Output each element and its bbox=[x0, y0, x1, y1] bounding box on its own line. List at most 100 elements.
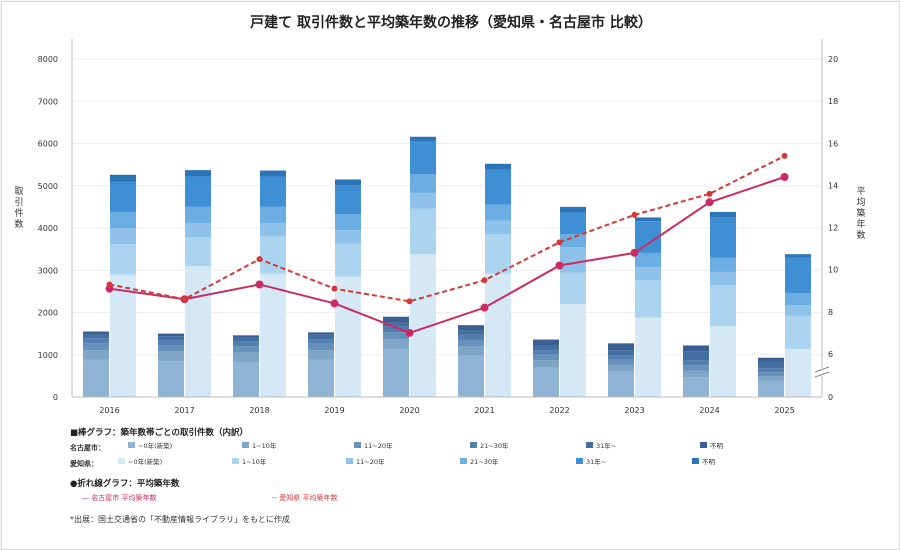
series-point bbox=[631, 211, 638, 218]
bar-segment bbox=[335, 243, 361, 277]
bar-segment bbox=[458, 339, 484, 347]
legend-swatch bbox=[354, 442, 361, 448]
right-tick-label: 16 bbox=[828, 139, 838, 148]
bar-segment bbox=[683, 360, 709, 366]
bar-segment bbox=[233, 362, 259, 397]
bar-segment bbox=[260, 206, 286, 223]
bar-segment bbox=[785, 305, 811, 316]
bar-segment bbox=[533, 345, 559, 351]
bar-segment bbox=[758, 368, 784, 373]
right-tick-label: 6 bbox=[828, 350, 833, 359]
legend-swatches: ~0年(新築) 1~10年 11~20年 21~30年 31年~ 不明 ~0年(新築) 1~1… bbox=[118, 441, 724, 466]
bar-segment bbox=[185, 237, 211, 267]
bar-segment bbox=[158, 345, 184, 352]
x-tick-label: 2016 bbox=[99, 406, 119, 415]
bar-segment bbox=[533, 360, 559, 368]
bar-segment bbox=[308, 334, 334, 340]
left-axis-title: 取引件数 bbox=[14, 186, 23, 230]
x-tick-label: 2021 bbox=[474, 406, 494, 415]
legend-series-label: ~0年(新築) bbox=[128, 457, 162, 466]
series-point bbox=[705, 198, 714, 207]
bar-segment bbox=[383, 322, 409, 327]
bar-segment bbox=[710, 326, 736, 397]
series-point bbox=[256, 256, 263, 263]
series-point bbox=[781, 152, 788, 159]
legend-series-label: 21~30年 bbox=[480, 441, 509, 450]
legend-swatch bbox=[242, 442, 249, 448]
bar-segment bbox=[335, 230, 361, 244]
bar-segment bbox=[758, 380, 784, 397]
bar-segment bbox=[560, 234, 586, 248]
bar-segment bbox=[185, 266, 211, 397]
axis-break-mark bbox=[814, 371, 830, 378]
legend-aichi-label: 愛知県： bbox=[70, 459, 98, 468]
bar-segment bbox=[758, 376, 784, 381]
bar-segment bbox=[260, 273, 286, 397]
bar-segment bbox=[458, 330, 484, 335]
bar-segment bbox=[560, 247, 586, 273]
source-note: *出展：国土交通省の「不動産情報ライブラリ」をもとに作成 bbox=[70, 514, 290, 524]
bar-segment bbox=[158, 361, 184, 397]
bar-segment bbox=[533, 354, 559, 361]
legend-swatch bbox=[586, 442, 593, 448]
right-axis-title-char: 平 bbox=[856, 186, 865, 197]
bar-segment bbox=[158, 333, 184, 337]
left-tick-label: 1000 bbox=[38, 351, 58, 360]
axis-break-mark bbox=[814, 366, 830, 373]
bar-segment bbox=[683, 351, 709, 361]
legend-swatch bbox=[692, 458, 699, 464]
bar-segment bbox=[83, 334, 109, 339]
series-point bbox=[630, 248, 639, 257]
left-tick-label: 4000 bbox=[38, 224, 58, 233]
bar-segment bbox=[608, 355, 634, 360]
left-axis-title-char: 件 bbox=[14, 207, 23, 219]
right-axis-title-char: 築 bbox=[856, 207, 865, 219]
bar-segment bbox=[260, 170, 286, 177]
bar-segment bbox=[308, 350, 334, 360]
bar-segment bbox=[110, 228, 136, 245]
bar-segment bbox=[185, 176, 211, 207]
bar-segment bbox=[335, 214, 361, 231]
bar-segment bbox=[308, 339, 334, 344]
left-tick-label: 0 bbox=[53, 393, 58, 402]
bar-segment bbox=[785, 315, 811, 349]
bar-segment bbox=[485, 169, 511, 205]
bar-segment bbox=[758, 372, 784, 377]
bar-segment bbox=[233, 341, 259, 347]
legend-line-heading: ●折れ線グラフ：平均築年数 bbox=[70, 478, 180, 489]
bar-segment bbox=[110, 274, 136, 397]
bar-segment bbox=[458, 325, 484, 331]
legend-series-label: 11~20年 bbox=[356, 457, 385, 466]
bar-segment bbox=[710, 257, 736, 272]
bar-segment bbox=[485, 273, 511, 397]
bar-segment bbox=[533, 350, 559, 355]
bar-segment bbox=[83, 350, 109, 360]
bar-segment bbox=[308, 359, 334, 397]
bar-segment bbox=[308, 343, 334, 351]
series-point bbox=[255, 280, 264, 289]
bar-segment bbox=[635, 267, 661, 281]
bar-segment bbox=[233, 346, 259, 353]
left-tick-label: 7000 bbox=[38, 97, 58, 106]
bar-segment bbox=[383, 316, 409, 323]
bar-segment bbox=[683, 370, 709, 378]
x-tick-label: 2023 bbox=[624, 406, 644, 415]
bar-segment bbox=[635, 317, 661, 397]
legend-series-label: 1~10年 bbox=[252, 441, 277, 450]
bar-segment bbox=[185, 170, 211, 177]
bar-segment bbox=[533, 339, 559, 346]
legend-series-label: 21~30年 bbox=[470, 457, 499, 466]
legend-swatch bbox=[118, 458, 125, 464]
chart-title: 戸建て 取引件数と平均築年数の推移（愛知県・名古屋市 比較） bbox=[250, 14, 652, 31]
bar-segment bbox=[560, 304, 586, 397]
legend-swatch bbox=[700, 442, 707, 448]
x-tick-label: 2020 bbox=[399, 406, 419, 415]
bar-segment bbox=[410, 141, 436, 175]
bar-segment bbox=[410, 174, 436, 193]
left-tick-label: 8000 bbox=[38, 55, 58, 64]
bar-segment bbox=[185, 206, 211, 223]
left-axis-title-char: 数 bbox=[14, 218, 23, 230]
legend-swatch bbox=[346, 458, 353, 464]
bar-segment bbox=[635, 280, 661, 318]
